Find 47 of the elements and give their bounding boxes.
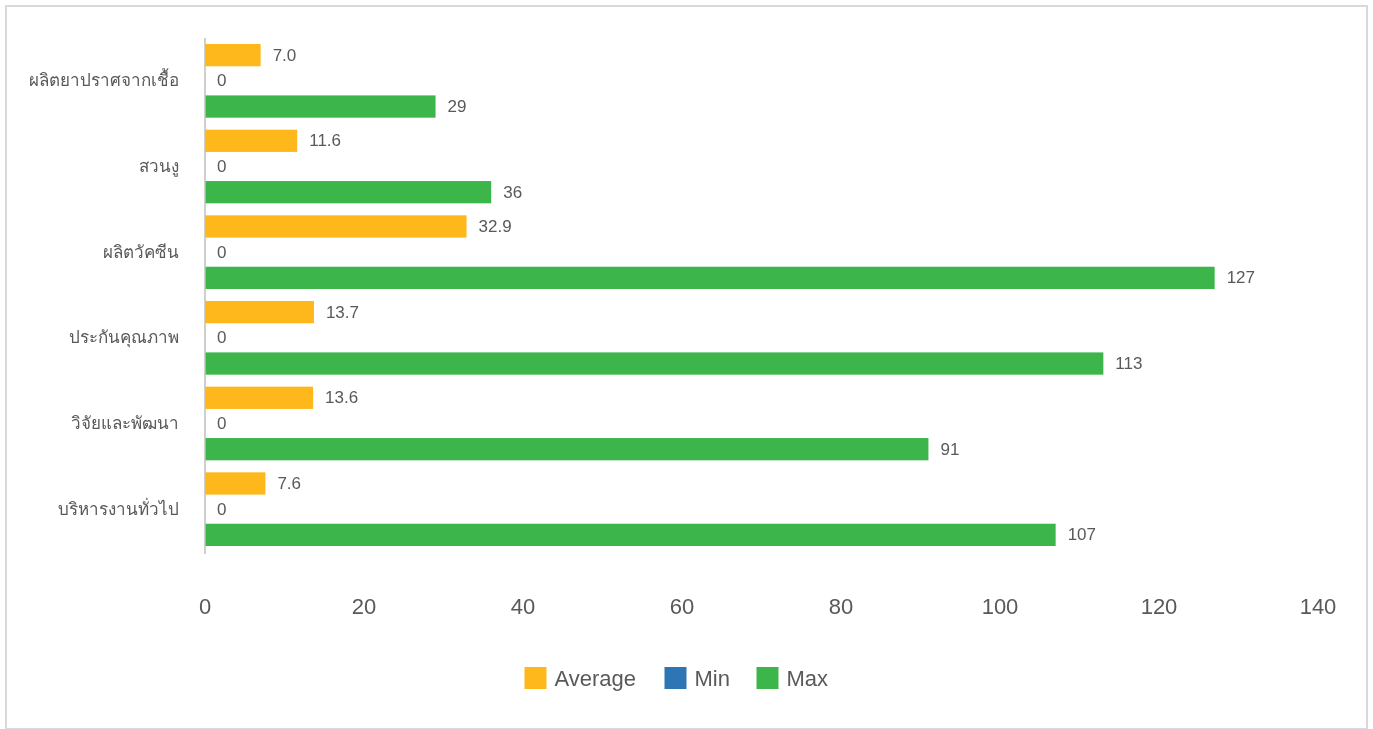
data-label: 13.7 <box>325 302 360 322</box>
x-tick-label: 60 <box>669 593 695 619</box>
text: 0 <box>217 71 227 91</box>
data-label: 7.6 <box>277 473 302 493</box>
data-label: 91 <box>940 439 960 459</box>
bar <box>205 301 314 324</box>
legend-label: Min <box>694 665 730 691</box>
data-label: 29 <box>447 97 467 117</box>
x-tick-label: 0 <box>198 593 212 619</box>
text: 0 <box>217 242 227 262</box>
bar <box>205 95 436 118</box>
legend-label: Max <box>786 665 829 691</box>
data-label: 32.9 <box>478 216 512 236</box>
x-tick-label: 80 <box>828 593 854 619</box>
x-tick-label: 100 <box>981 593 1019 619</box>
bar <box>205 472 266 495</box>
x-tick-label: 40 <box>510 593 536 619</box>
y-tick-label: สวนงู <box>139 157 179 177</box>
bar <box>205 523 1056 546</box>
text: 0 <box>217 157 227 176</box>
bar <box>205 181 492 204</box>
bar <box>205 352 1104 375</box>
data-label: 11.6 <box>309 131 342 151</box>
data-label: 7.0 <box>272 45 297 65</box>
bar <box>205 215 467 238</box>
bar <box>205 129 298 152</box>
data-label: 107 <box>1067 525 1097 545</box>
data-label: 127 <box>1226 268 1256 288</box>
bar <box>205 438 929 461</box>
y-tick-label: ประกันคุณภาพ <box>69 328 179 349</box>
y-tick-label: วิจัยและพัฒนา <box>71 414 179 433</box>
x-tick-label: 140 <box>1299 593 1337 619</box>
y-tick-label: ผลิตยาปราศจากเชื้อ <box>29 68 179 91</box>
data-label: 13.6 <box>325 388 359 408</box>
y-tick-label: บริหารงานทั่วไป <box>58 496 179 519</box>
x-tick-label: 120 <box>1140 593 1178 619</box>
x-tick-label: 20 <box>351 593 377 619</box>
text: 0 <box>217 328 227 348</box>
data-label: 113 <box>1115 354 1143 374</box>
legend-label: Average <box>554 665 637 691</box>
text: 0 <box>217 414 227 433</box>
bar <box>205 44 261 67</box>
text: 0 <box>217 499 227 519</box>
y-tick-label: ผลิตวัคซีน <box>103 242 179 262</box>
bar <box>205 266 1215 289</box>
bar <box>205 386 314 409</box>
data-label: 36 <box>503 182 523 202</box>
